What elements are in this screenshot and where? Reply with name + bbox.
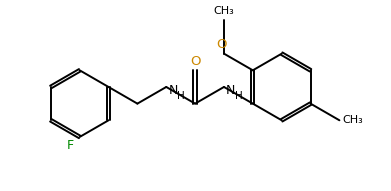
Text: H: H <box>177 91 185 101</box>
Text: CH₃: CH₃ <box>343 115 363 125</box>
Text: O: O <box>190 55 200 68</box>
Text: CH₃: CH₃ <box>213 6 234 16</box>
Text: N: N <box>226 84 235 97</box>
Text: H: H <box>235 91 243 101</box>
Text: F: F <box>66 139 74 152</box>
Text: O: O <box>217 38 227 51</box>
Text: N: N <box>168 84 178 97</box>
